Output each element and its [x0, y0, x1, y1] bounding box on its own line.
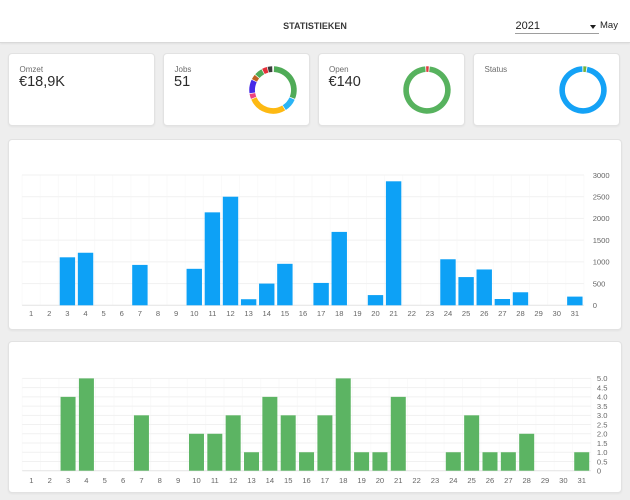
svg-text:3: 3	[66, 476, 70, 485]
svg-text:24: 24	[444, 309, 452, 318]
svg-text:0.5: 0.5	[597, 457, 608, 466]
svg-text:9: 9	[176, 476, 180, 485]
svg-text:3: 3	[65, 309, 69, 318]
svg-text:28: 28	[522, 476, 530, 485]
svg-text:23: 23	[431, 476, 439, 485]
svg-text:1.0: 1.0	[597, 448, 608, 457]
svg-text:25: 25	[467, 476, 475, 485]
svg-text:5.0: 5.0	[597, 374, 608, 383]
svg-text:2: 2	[48, 476, 52, 485]
svg-text:2500: 2500	[593, 193, 610, 202]
svg-text:30: 30	[559, 476, 567, 485]
svg-text:5: 5	[103, 476, 107, 485]
svg-text:27: 27	[498, 309, 506, 318]
svg-text:27: 27	[504, 476, 512, 485]
svg-text:6: 6	[121, 476, 125, 485]
svg-text:8: 8	[156, 309, 160, 318]
svg-text:22: 22	[412, 476, 420, 485]
svg-text:15: 15	[281, 309, 289, 318]
svg-text:15: 15	[284, 476, 292, 485]
svg-text:10: 10	[190, 309, 198, 318]
svg-text:0: 0	[593, 301, 597, 310]
svg-text:21: 21	[389, 309, 397, 318]
svg-text:26: 26	[486, 476, 494, 485]
svg-text:25: 25	[462, 309, 470, 318]
svg-text:29: 29	[534, 309, 542, 318]
svg-text:4: 4	[83, 309, 87, 318]
svg-text:14: 14	[266, 476, 274, 485]
svg-text:20: 20	[376, 476, 384, 485]
svg-text:4.5: 4.5	[597, 383, 608, 392]
svg-text:1.5: 1.5	[597, 439, 608, 448]
svg-text:1: 1	[29, 476, 33, 485]
svg-text:19: 19	[353, 309, 361, 318]
svg-text:31: 31	[578, 476, 586, 485]
svg-text:0: 0	[597, 467, 601, 476]
svg-text:17: 17	[317, 309, 325, 318]
svg-text:17: 17	[321, 476, 329, 485]
svg-text:24: 24	[449, 476, 457, 485]
svg-text:1500: 1500	[593, 236, 610, 245]
svg-text:21: 21	[394, 476, 402, 485]
svg-text:30: 30	[552, 309, 560, 318]
svg-text:13: 13	[244, 309, 252, 318]
svg-text:13: 13	[247, 476, 255, 485]
svg-text:4: 4	[84, 476, 88, 485]
svg-text:11: 11	[211, 476, 219, 485]
svg-text:12: 12	[229, 476, 237, 485]
svg-text:1: 1	[29, 309, 33, 318]
svg-text:2: 2	[47, 309, 51, 318]
svg-text:18: 18	[335, 309, 343, 318]
svg-text:22: 22	[408, 309, 416, 318]
svg-text:6: 6	[120, 309, 124, 318]
svg-text:26: 26	[480, 309, 488, 318]
svg-text:11: 11	[208, 309, 216, 318]
svg-text:23: 23	[426, 309, 434, 318]
svg-text:8: 8	[158, 476, 162, 485]
svg-text:3000: 3000	[593, 171, 610, 180]
svg-text:14: 14	[263, 309, 271, 318]
svg-text:16: 16	[299, 309, 307, 318]
svg-text:2.5: 2.5	[597, 420, 608, 429]
svg-text:31: 31	[571, 309, 579, 318]
svg-text:2.0: 2.0	[597, 430, 608, 439]
svg-text:12: 12	[226, 309, 234, 318]
svg-text:7: 7	[138, 309, 142, 318]
svg-text:7: 7	[139, 476, 143, 485]
svg-text:28: 28	[516, 309, 524, 318]
svg-text:19: 19	[357, 476, 365, 485]
svg-text:2000: 2000	[593, 214, 610, 223]
svg-text:16: 16	[302, 476, 310, 485]
svg-text:3.5: 3.5	[597, 402, 608, 411]
svg-text:3.0: 3.0	[597, 411, 608, 420]
svg-text:10: 10	[192, 476, 200, 485]
svg-text:1000: 1000	[593, 258, 610, 267]
svg-text:18: 18	[339, 476, 347, 485]
svg-text:5: 5	[102, 309, 106, 318]
svg-text:29: 29	[541, 476, 549, 485]
svg-text:20: 20	[371, 309, 379, 318]
svg-text:4.0: 4.0	[597, 393, 608, 402]
svg-text:500: 500	[593, 279, 606, 288]
svg-text:9: 9	[174, 309, 178, 318]
